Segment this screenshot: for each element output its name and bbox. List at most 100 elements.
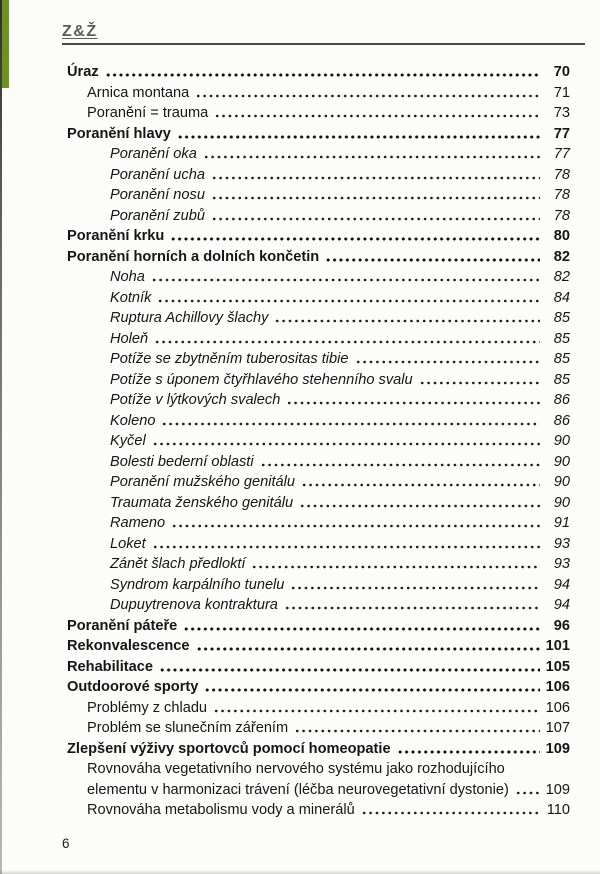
toc-entry-label: Arnica montana bbox=[87, 84, 190, 101]
toc-entry-label: Zlepšení výživy sportovců pomocí homeopa… bbox=[67, 740, 391, 757]
toc-entry-label: Poranění hlavy bbox=[67, 125, 171, 142]
toc-entry: Outdoorové sporty 106 bbox=[67, 677, 570, 698]
toc-entry: Dupuytrenova kontraktura 94 bbox=[67, 595, 570, 616]
toc-entry-page: 107 bbox=[545, 720, 570, 736]
toc-entry-label: Zánět šlach předloktí bbox=[110, 556, 246, 572]
toc-leader-dots bbox=[171, 513, 540, 534]
toc-entry-page: 91 bbox=[553, 515, 570, 531]
toc-leader-dots bbox=[396, 738, 540, 759]
toc-entry: Poranění horních a dolních končetin 82 bbox=[67, 246, 570, 267]
toc-leader-dots bbox=[283, 595, 540, 616]
toc-entry-page: 106 bbox=[545, 679, 570, 695]
toc-entry: Syndrom karpálního tunelu 94 bbox=[67, 574, 570, 595]
toc-leader-dots bbox=[214, 103, 540, 124]
toc-entry-label: Poranění zubů bbox=[110, 207, 205, 224]
toc-entry-page: 105 bbox=[545, 658, 570, 675]
toc-entry: Poranění hlavy 77 bbox=[67, 123, 570, 144]
toc-entry-page: 109 bbox=[545, 781, 570, 798]
toc-entry-label: Outdoorové sporty bbox=[67, 679, 199, 695]
toc-entry: Bolesti bederní oblasti 90 bbox=[67, 451, 570, 472]
toc-entry-page: 110 bbox=[546, 802, 570, 818]
toc-entry-page: 90 bbox=[553, 494, 570, 511]
toc-leader-dots bbox=[195, 636, 540, 657]
toc-leader-dots bbox=[151, 431, 540, 452]
toc-entry-page: 90 bbox=[553, 433, 570, 449]
toc-entry-page: 85 bbox=[553, 330, 570, 347]
toc-entry-label: Potíže v lýtkových svalech bbox=[110, 392, 281, 408]
toc-entry-label: Ruptura Achillovy šlachy bbox=[110, 310, 269, 326]
toc-leader-dots bbox=[202, 144, 540, 165]
toc-entry-page: 85 bbox=[553, 371, 570, 388]
toc-leader-dots bbox=[360, 800, 540, 821]
page-bottom-edge-shadow bbox=[0, 870, 600, 874]
toc-entry-label: Bolesti bederní oblasti bbox=[110, 453, 254, 470]
toc-leader-dots bbox=[299, 492, 540, 513]
toc-entry: Rehabilitace 105 bbox=[67, 656, 570, 677]
toc-entry: Traumata ženského genitálu 90 bbox=[67, 492, 570, 513]
toc-entry-page: 94 bbox=[553, 576, 570, 593]
toc-entry: Holeň 85 bbox=[67, 328, 570, 349]
toc-entry-label: Poranění = trauma bbox=[87, 105, 209, 121]
toc-entry-page: 85 bbox=[553, 351, 570, 367]
chapter-logo: Z&Ž bbox=[62, 23, 98, 40]
toc-entry-label: Dupuytrenova kontraktura bbox=[110, 597, 278, 613]
toc-entry: Poranění ucha 78 bbox=[67, 164, 570, 185]
toc-entry-label: Rameno bbox=[110, 515, 166, 531]
toc-entry-page: 80 bbox=[553, 228, 570, 244]
toc-leader-dots bbox=[104, 62, 540, 83]
toc-entry-page: 85 bbox=[553, 310, 570, 326]
toc-leader-dots bbox=[286, 390, 540, 411]
toc-entry: Problémy z chladu 106 bbox=[67, 697, 570, 718]
toc-entry-label: Rekonvalescence bbox=[67, 638, 190, 654]
toc-entry-page: 78 bbox=[553, 166, 570, 183]
page-number: 6 bbox=[62, 836, 70, 851]
toc-entry-page: 73 bbox=[553, 105, 570, 121]
toc-entry-label: Potíže se zbytněním tuberositas tibie bbox=[110, 351, 349, 367]
toc-entry-page: 96 bbox=[553, 617, 570, 634]
toc-entry: Poranění páteře 96 bbox=[67, 615, 570, 636]
toc-entry: Rekonvalescence 101 bbox=[67, 636, 570, 657]
toc-entry: Kotník 84 bbox=[67, 287, 570, 308]
toc-entry: Arnica montana 71 bbox=[67, 82, 570, 103]
toc-entry: Ruptura Achillovy šlachy 85 bbox=[67, 308, 570, 329]
toc-entry-label: Rehabilitace bbox=[67, 658, 153, 675]
toc-entry-label: Kotník bbox=[110, 289, 152, 306]
toc-entry: Poranění nosu 78 bbox=[67, 185, 570, 206]
toc-entry: Poranění zubů 78 bbox=[67, 205, 570, 226]
toc-leader-dots bbox=[274, 308, 540, 329]
toc-entry-label: Potíže s úponem čtyřhlavého stehenního s… bbox=[110, 371, 413, 388]
toc-entry: Loket 93 bbox=[67, 533, 570, 554]
toc-list: Úraz 70 Arnica montana 71 Poranění = trauma 7… bbox=[67, 62, 570, 821]
toc-leader-dots bbox=[514, 779, 540, 800]
toc-entry-page: 78 bbox=[553, 207, 570, 224]
toc-entry-label: Rovnováha vegetativního nervového systém… bbox=[87, 761, 505, 777]
toc-entry-label: Poranění oka bbox=[110, 146, 197, 162]
toc-entry: Potíže s úponem čtyřhlavého stehenního s… bbox=[67, 369, 570, 390]
toc-entry-wrap-line: Rovnováha vegetativního nervového systém… bbox=[67, 759, 570, 780]
toc-leader-dots bbox=[210, 164, 540, 185]
toc-entry: Zlepšení výživy sportovců pomocí homeopa… bbox=[67, 738, 570, 759]
toc-leader-dots bbox=[204, 677, 540, 698]
toc-leader-dots bbox=[150, 267, 540, 288]
toc-entry-page: 77 bbox=[553, 125, 570, 142]
toc-entry-label: Poranění horních a dolních končetin bbox=[67, 248, 320, 265]
toc-entry-page: 77 bbox=[553, 146, 570, 162]
toc-entry-page: 70 bbox=[553, 64, 570, 80]
toc-entry-label: Úraz bbox=[67, 64, 99, 80]
toc-entry: Problém se slunečním zářením 107 bbox=[67, 718, 570, 739]
toc-entry-page: 86 bbox=[553, 392, 570, 408]
toc-leader-dots bbox=[325, 246, 540, 267]
toc-leader-dots bbox=[195, 82, 540, 103]
toc-leader-dots bbox=[294, 718, 540, 739]
toc-entry-page: 101 bbox=[545, 638, 570, 654]
toc-entry-label: Rovnováha metabolismu vody a minerálů bbox=[87, 802, 355, 818]
toc-leader-dots bbox=[183, 615, 540, 636]
toc-entry: elementu v harmonizaci trávení (léčba ne… bbox=[67, 779, 570, 800]
corner-accent-bar bbox=[2, 0, 9, 88]
toc-entry-label: Holeň bbox=[110, 330, 149, 347]
toc-entry: Úraz 70 bbox=[67, 62, 570, 83]
toc-entry-page: 106 bbox=[545, 699, 570, 716]
toc-entry: Kyčel 90 bbox=[67, 431, 570, 452]
toc-entry-page: 94 bbox=[553, 597, 570, 613]
toc-entry-label: Poranění páteře bbox=[67, 617, 178, 634]
